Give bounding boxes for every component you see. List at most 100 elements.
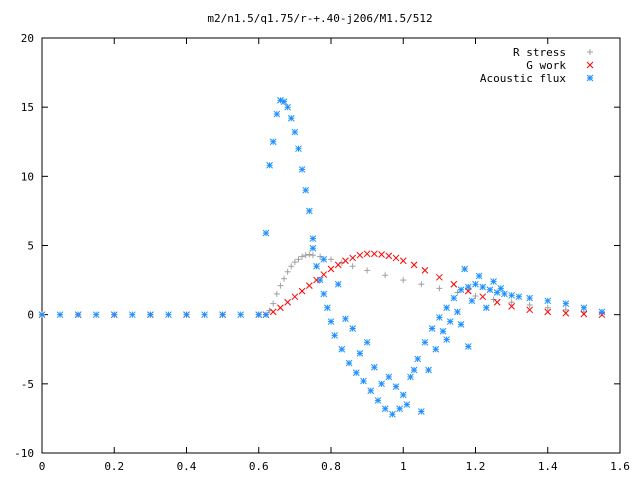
data-point: [349, 263, 356, 270]
data-point: [306, 251, 313, 258]
data-point: [284, 268, 291, 275]
y-tick-label: 15: [21, 101, 34, 114]
x-tick-label: 0.8: [321, 460, 341, 473]
data-point: [515, 293, 523, 301]
data-point: [255, 311, 263, 319]
legend-entry: Acoustic flux: [480, 72, 594, 85]
data-point: [313, 262, 320, 270]
data-point: [457, 320, 465, 328]
data-point: [399, 257, 407, 265]
data-point: [349, 254, 357, 262]
data-point: [317, 253, 324, 260]
legend-marker: [586, 61, 594, 69]
data-point: [580, 304, 588, 312]
data-point: [382, 272, 389, 279]
data-point: [399, 391, 407, 399]
legend-marker: [587, 49, 593, 55]
data-point: [464, 283, 472, 291]
data-point: [464, 343, 472, 350]
y-tick-label: -10: [14, 447, 34, 460]
data-point: [490, 278, 497, 285]
data-point: [403, 401, 411, 408]
data-point: [328, 256, 334, 263]
data-point: [128, 311, 136, 319]
data-point: [273, 290, 280, 297]
data-point: [378, 251, 385, 258]
data-point: [299, 253, 306, 260]
data-point: [305, 282, 313, 289]
data-point: [410, 261, 418, 269]
data-point: [360, 377, 367, 385]
legend-entry: G work: [526, 59, 594, 72]
data-point: [291, 259, 298, 266]
data-point: [281, 275, 288, 282]
data-point: [291, 128, 299, 136]
data-point: [490, 296, 497, 303]
data-point: [385, 373, 393, 381]
data-point: [309, 244, 317, 252]
data-point: [479, 283, 487, 291]
data-point: [562, 300, 570, 307]
data-point: [400, 277, 407, 284]
data-point: [392, 254, 400, 262]
x-tick-label: 0: [39, 460, 46, 473]
data-point: [443, 304, 450, 312]
x-tick-label: 0.4: [177, 460, 197, 473]
data-point: [364, 267, 371, 274]
y-tick-label: 5: [27, 240, 34, 253]
data-point: [352, 369, 360, 377]
y-tick-label: 20: [21, 32, 34, 45]
data-point: [370, 363, 378, 371]
data-point: [414, 355, 422, 363]
data-point: [425, 366, 432, 374]
x-tick-label: 0.2: [104, 460, 124, 473]
legend-entry: R stress: [513, 46, 593, 59]
data-point: [324, 304, 331, 312]
data-point: [544, 304, 551, 311]
data-point: [407, 373, 414, 381]
data-point: [497, 285, 505, 292]
data-point: [219, 311, 226, 319]
data-point: [342, 315, 349, 323]
data-point: [277, 304, 284, 312]
data-point: [345, 359, 353, 367]
data-point: [334, 280, 342, 288]
data-point: [562, 306, 569, 313]
data-point: [389, 410, 396, 418]
data-point: [486, 286, 494, 294]
data-point: [92, 311, 100, 319]
data-point: [356, 350, 364, 357]
data-point: [327, 265, 335, 273]
data-point: [367, 387, 375, 395]
data-point: [201, 311, 208, 319]
data-point: [457, 286, 465, 294]
data-point: [74, 311, 82, 319]
data-point: [295, 145, 302, 153]
data-point: [378, 380, 385, 388]
data-point: [417, 408, 425, 415]
legend-label: G work: [526, 59, 566, 72]
data-point: [598, 308, 606, 316]
x-tick-label: 1.2: [466, 460, 486, 473]
data-point: [295, 256, 302, 263]
data-point: [396, 405, 403, 413]
data-point: [526, 301, 533, 308]
data-point: [262, 311, 270, 319]
data-point: [269, 138, 277, 146]
y-tick-label: 10: [21, 170, 34, 183]
data-point: [320, 271, 328, 278]
data-point: [38, 311, 46, 319]
data-point: [273, 110, 281, 118]
data-point: [468, 297, 476, 305]
data-point: [302, 186, 310, 194]
data-point: [374, 397, 382, 404]
data-point: [309, 235, 317, 242]
data-point: [450, 294, 458, 302]
data-point: [284, 103, 292, 111]
data-point: [56, 311, 64, 319]
legend-label: Acoustic flux: [480, 72, 566, 85]
data-point: [280, 98, 288, 105]
data-point: [356, 251, 364, 259]
data-point: [320, 290, 328, 298]
